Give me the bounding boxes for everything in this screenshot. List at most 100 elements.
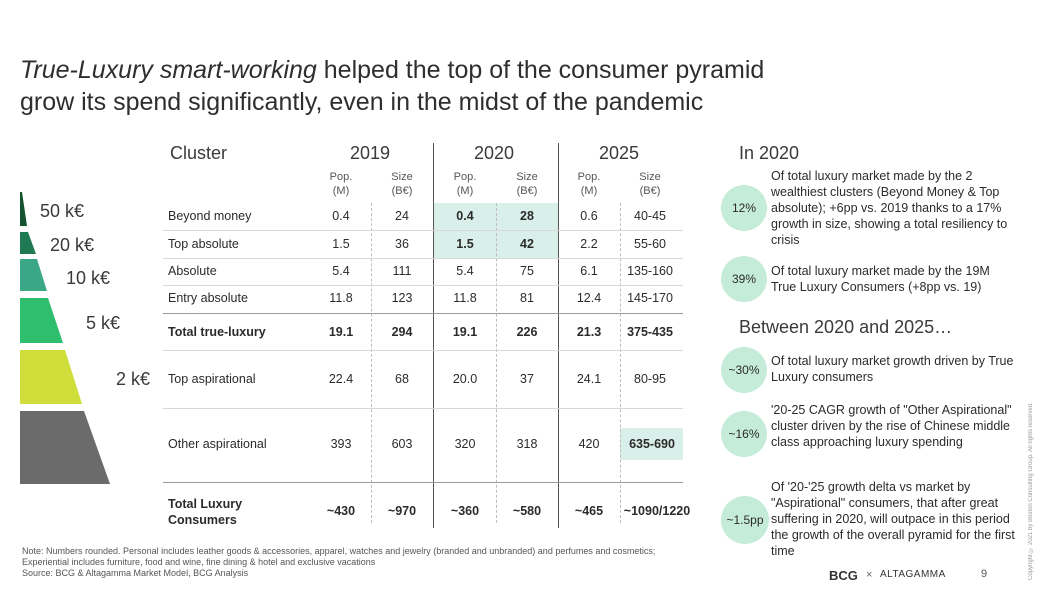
row-label-top-absolute: Top absolute xyxy=(168,237,239,251)
stat-text: Of total luxury market made by the 19M T… xyxy=(771,264,990,294)
pyramid-tier-1 xyxy=(20,192,27,226)
table-cell: 294 xyxy=(391,325,413,339)
pyramid-tier-5 xyxy=(20,350,82,404)
table-cell: 0.4 xyxy=(456,209,474,223)
table-cell: 1.5 xyxy=(332,237,350,251)
table-cell: 11.8 xyxy=(329,291,353,305)
pyramid-tier-4 xyxy=(20,298,63,343)
table-cell: 24.1 xyxy=(576,372,602,386)
row-divider xyxy=(163,350,683,351)
between-2020-2025-header: Between 2020 and 2025… xyxy=(739,317,953,337)
title-line1: helped the top of the consumer pyramid xyxy=(316,56,765,84)
table-cell: 42 xyxy=(520,237,534,251)
table-cell: 123 xyxy=(391,291,413,305)
divider-2020 xyxy=(433,143,434,528)
stat-badge: 39% xyxy=(721,256,767,302)
table-cell: 19.1 xyxy=(328,325,354,339)
table-cell: 81 xyxy=(520,291,534,305)
cluster-header: Cluster xyxy=(170,143,228,163)
table-cell: ~465 xyxy=(574,504,604,518)
row-label-entry-absolute: Entry absolute xyxy=(168,291,248,305)
table-cell: ~360 xyxy=(450,504,480,518)
table-cell: 24 xyxy=(395,209,409,223)
table-cell: ~580 xyxy=(512,504,542,518)
table-cell: 0.6 xyxy=(580,209,598,223)
row-divider xyxy=(163,313,683,314)
table-cell: 11.8 xyxy=(453,291,477,305)
table-cell: 375-435 xyxy=(627,325,673,339)
highlight-2025-other-asp xyxy=(620,428,683,460)
stat-badge: ~30% xyxy=(721,347,767,393)
stat-text: '20-25 CAGR growth of "Other Aspirationa… xyxy=(771,403,1012,449)
bcg-logo: BCG xyxy=(829,568,858,583)
pyramid-tier-6 xyxy=(20,411,110,484)
title-highlight: True-Luxury smart-working xyxy=(20,56,317,84)
table-cell: 318 xyxy=(516,437,538,451)
table-cell: 111 xyxy=(392,264,412,278)
footnote: Note: Numbers rounded. Personal includes… xyxy=(22,546,656,578)
table-cell: 21.3 xyxy=(576,325,602,339)
col-size-2025: Size (B€) xyxy=(639,171,661,197)
table-cell: 1.5 xyxy=(456,237,474,251)
pyramid-label-5k: 5 k€ xyxy=(85,313,120,333)
divider-2019-inner xyxy=(371,203,372,523)
table-cell: 635-690 xyxy=(629,437,675,451)
stat-text: Of total luxury market made by the 2 wea… xyxy=(771,169,1008,247)
stat-text: Of total luxury market growth driven by … xyxy=(771,354,1014,384)
table-cell: ~430 xyxy=(326,504,356,518)
stat-badge: ~1.5pp xyxy=(721,496,769,544)
table-cell: 420 xyxy=(578,437,600,451)
row-divider xyxy=(163,408,683,409)
row-divider xyxy=(163,285,683,286)
table-cell: 12.4 xyxy=(576,291,602,305)
pyramid-tier-3 xyxy=(20,259,47,291)
stat-text: Of '20-'25 growth delta vs market by "As… xyxy=(771,480,1015,558)
row-divider xyxy=(163,230,683,231)
table-cell: 2.2 xyxy=(580,237,598,251)
table-cell: 603 xyxy=(391,437,413,451)
in-2020-header: In 2020 xyxy=(739,143,800,163)
col-size-2020: Size (B€) xyxy=(516,171,538,197)
table-cell: 320 xyxy=(454,437,476,451)
row-label-top-aspirational: Top aspirational xyxy=(168,372,256,386)
divider-2025-inner xyxy=(620,203,621,523)
table-cell: 0.4 xyxy=(332,209,350,223)
pyramid-label-10k: 10 k€ xyxy=(65,268,110,288)
pyramid-tier-2 xyxy=(20,232,36,254)
table-cell: 80-95 xyxy=(634,372,666,386)
table-cell: 68 xyxy=(395,372,409,386)
col-size-2019: Size (B€) xyxy=(391,171,413,197)
table-cell: 55-60 xyxy=(634,237,666,251)
row-label-absolute: Absolute xyxy=(168,264,217,278)
logo-separator: × xyxy=(866,569,873,581)
table-cell: 19.1 xyxy=(452,325,478,339)
table-cell: 37 xyxy=(520,372,534,386)
table-cell: 5.4 xyxy=(332,264,350,278)
table-cell: ~1090/1220 xyxy=(623,504,691,518)
copyright: Copyright © 2021 by Boston Consulting Gr… xyxy=(1028,402,1034,580)
col-pop-2025: Pop. (M) xyxy=(577,171,601,197)
pyramid-label-2k: 2 k€ xyxy=(115,369,150,389)
table-cell: 20.0 xyxy=(452,372,478,386)
table-cell: 28 xyxy=(520,209,534,223)
title-line2: grow its spend significantly, even in th… xyxy=(20,88,704,116)
row-divider xyxy=(163,258,683,259)
consumer-pyramid xyxy=(20,192,110,484)
table-cell: 40-45 xyxy=(634,209,666,223)
table-cell: 6.1 xyxy=(580,264,598,278)
col-pop-2019: Pop. (M) xyxy=(329,171,353,197)
row-divider xyxy=(163,482,683,483)
pyramid-label-20k: 20 k€ xyxy=(49,235,94,255)
table-cell: 135-160 xyxy=(627,264,673,278)
pyramid-label-50k: 50 k€ xyxy=(39,201,84,221)
stat-badge: 12% xyxy=(721,185,767,231)
stat-badge: ~16% xyxy=(721,411,767,457)
year-2019-header: 2019 xyxy=(350,143,391,163)
year-2020-header: 2020 xyxy=(474,143,515,163)
table-cell: 22.4 xyxy=(328,372,354,386)
table-cell: ~970 xyxy=(387,504,417,518)
row-label-total-luxury-consumers: Total Luxury Consumers xyxy=(168,497,243,527)
year-2025-header: 2025 xyxy=(599,143,640,163)
col-pop-2020: Pop. (M) xyxy=(453,171,477,197)
table-cell: 226 xyxy=(516,325,538,339)
